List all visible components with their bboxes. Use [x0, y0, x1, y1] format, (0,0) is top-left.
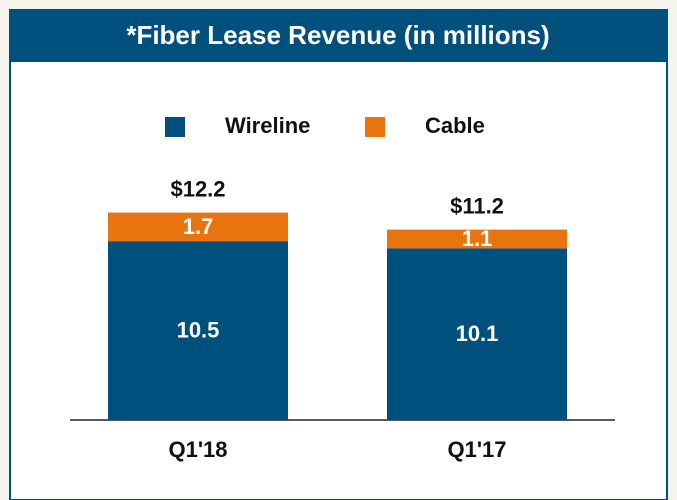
- bar-segment: [108, 212, 288, 242]
- data-label: 1.7: [183, 214, 214, 239]
- x-tick-label: Q1'17: [447, 437, 506, 462]
- legend-label: Cable: [425, 113, 485, 138]
- chart-title: *Fiber Lease Revenue (in millions): [126, 20, 549, 50]
- title-bar: [10, 10, 667, 62]
- total-label: $11.2: [450, 193, 504, 218]
- legend-swatch: [365, 117, 385, 137]
- data-label: 10.1: [456, 321, 499, 346]
- bar-segment: [108, 241, 288, 420]
- legend-label: Wireline: [225, 113, 310, 138]
- data-label: 10.5: [177, 318, 220, 343]
- x-tick-label: Q1'18: [168, 437, 227, 462]
- legend-swatch: [165, 117, 185, 137]
- bar-segment: [387, 229, 567, 249]
- bar-segment: [387, 248, 567, 420]
- total-label: $12.2: [170, 176, 225, 201]
- data-label: 1.1: [462, 226, 493, 251]
